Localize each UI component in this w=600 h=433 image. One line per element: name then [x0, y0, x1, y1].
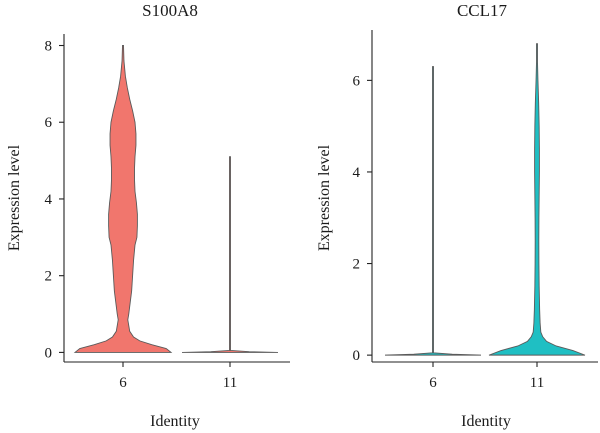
- panel-title: S100A8: [142, 1, 198, 20]
- y-tick-label: 4: [45, 192, 53, 208]
- y-axis-title: Expression level: [316, 144, 333, 251]
- y-tick-label: 6: [353, 73, 361, 89]
- y-tick-label: 2: [353, 257, 361, 273]
- panel-s100a8: S100A8 Expression level Identity 0 2 4 6 8 6…: [6, 1, 290, 430]
- x-axis-title: Identity: [461, 413, 511, 430]
- panel-title: CCL17: [457, 1, 508, 20]
- y-tick-label: 2: [45, 269, 53, 285]
- panel-ccl17: CCL17 Expression level Identity 0 2 4 6 6 11: [316, 1, 598, 430]
- violin-11: [181, 156, 279, 353]
- y-tick-label: 0: [353, 348, 361, 364]
- violin-11: [488, 43, 586, 356]
- x-tick-label: 11: [530, 375, 544, 391]
- x-axis-title: Identity: [150, 413, 200, 430]
- y-tick-label: 8: [45, 39, 53, 55]
- x-tick-label: 6: [119, 375, 127, 391]
- violin-6: [384, 66, 482, 356]
- x-tick-label: 11: [223, 375, 237, 391]
- y-tick-label: 0: [45, 345, 53, 361]
- y-axis-title: Expression level: [6, 144, 23, 251]
- violin-6: [73, 45, 173, 353]
- y-tick-label: 6: [45, 115, 53, 131]
- x-tick-label: 6: [429, 375, 437, 391]
- y-tick-label: 4: [353, 165, 361, 181]
